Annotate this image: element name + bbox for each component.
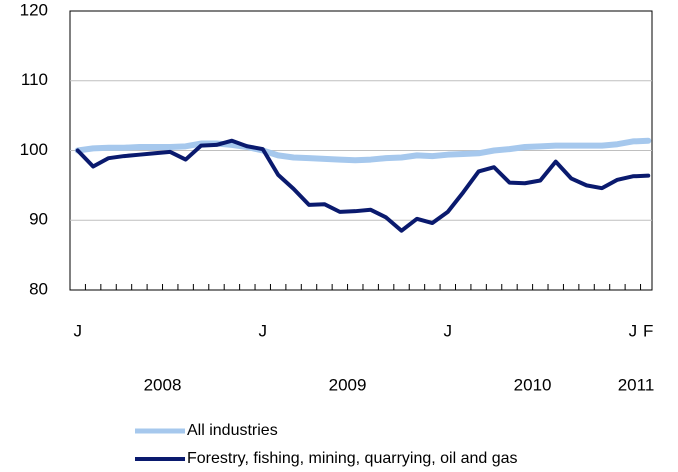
year-label: 2008	[144, 375, 182, 394]
x-tick-label: J	[444, 321, 453, 340]
y-tick-label: 120	[20, 0, 48, 19]
series-line	[74, 137, 652, 164]
x-tick-label: J	[259, 321, 268, 340]
series-line	[75, 138, 651, 233]
x-tick-label: F	[643, 321, 653, 340]
x-tick-label: J	[629, 321, 638, 340]
y-tick-label: 100	[20, 140, 48, 159]
y-tick-label: 110	[21, 70, 48, 89]
x-tick-label: J	[73, 321, 82, 340]
y-tick-label: 80	[29, 279, 48, 298]
year-label: 2010	[514, 375, 552, 394]
legend-label: Forestry, fishing, mining, quarrying, oi…	[187, 450, 518, 467]
legend-label: All industries	[187, 422, 278, 439]
year-label: 2009	[329, 375, 367, 394]
y-tick-label: 90	[29, 210, 48, 229]
year-label: 2011	[618, 375, 655, 394]
